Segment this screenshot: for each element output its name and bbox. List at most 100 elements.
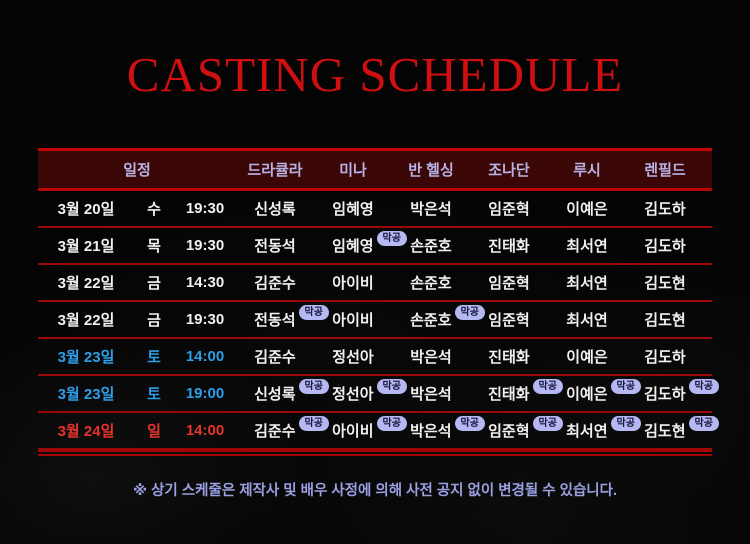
cell-cast-name: 김준수 막공	[236, 416, 329, 441]
cast-name: 이예은	[566, 349, 608, 366]
final-show-badge: 막공	[376, 231, 407, 246]
cell-cast-name: 정선아 막공	[314, 379, 407, 404]
table-bottom-double-line	[38, 450, 712, 456]
cast-name: 임준혁	[488, 275, 530, 292]
cell-time: 19:00	[185, 385, 225, 402]
cell-cast-name: 박은석	[392, 346, 470, 367]
cast-name: 손준호	[410, 238, 452, 255]
final-show-badge: 막공	[532, 379, 563, 394]
header-lucy: 루시	[573, 162, 601, 179]
cast-name: 최서연	[566, 312, 608, 329]
cast-name: 김도현	[644, 312, 686, 329]
cell-time: 14:00	[185, 348, 225, 365]
cast-name: 아이비	[332, 312, 374, 329]
cell-cast-name: 임준혁	[470, 272, 548, 293]
cast-name: 박은석	[410, 201, 452, 218]
cell-cast-name: 신성록 막공	[236, 379, 329, 404]
cell-cast-name: 진태화	[470, 346, 548, 367]
cast-name: 신성록	[254, 386, 296, 403]
cast-name: 최서연	[566, 275, 608, 292]
table-row: 3월 22일 금 14:30 김준수 아이비 손준호 임준혁 최서연 김도현	[38, 265, 712, 302]
cast-name: 김도현	[644, 423, 686, 440]
cell-time: 19:30	[185, 237, 225, 254]
final-show-badge: 막공	[454, 305, 485, 320]
cell-day: 목	[147, 238, 161, 255]
cell-cast-name: 손준호	[392, 235, 470, 256]
cast-name: 신성록	[254, 201, 296, 218]
cell-day: 일	[147, 423, 161, 440]
cell-cast-name: 전동석	[236, 235, 314, 256]
cell-cast-name: 박은석	[392, 383, 470, 404]
cell-date: 3월 23일	[57, 349, 115, 366]
cell-cast-name: 이예은	[548, 346, 626, 367]
cast-name: 임준혁	[488, 312, 530, 329]
cast-name: 김준수	[254, 349, 296, 366]
cell-cast-name: 정선아	[314, 346, 392, 367]
cell-cast-name: 최서연	[548, 309, 626, 330]
cast-name: 김도하	[644, 386, 686, 403]
cell-cast-name: 박은석 막공	[392, 416, 485, 441]
cast-name: 전동석	[254, 312, 296, 329]
cast-name: 손준호	[410, 275, 452, 292]
table-row: 3월 22일 금 19:30 전동석 막공 아이비 손준호 막공 임준혁 최서연 김도현	[38, 302, 712, 339]
cast-name: 전동석	[254, 238, 296, 255]
cell-date: 3월 22일	[57, 312, 115, 329]
cell-cast-name: 임혜영	[314, 198, 392, 219]
final-show-badge: 막공	[688, 416, 719, 431]
cell-date: 3월 23일	[57, 386, 115, 403]
cell-time: 19:30	[185, 311, 225, 328]
cell-date: 3월 21일	[57, 238, 115, 255]
cell-day: 금	[147, 275, 161, 292]
cell-cast-name: 이예은 막공	[548, 379, 641, 404]
cell-day: 토	[147, 386, 161, 403]
page-title: CASTING SCHEDULE	[126, 47, 624, 102]
cell-cast-name: 김도현	[626, 272, 704, 293]
table-row: 3월 23일 토 14:00 김준수 정선아 박은석 진태화 이예은 김도하	[38, 339, 712, 376]
header-mina: 미나	[339, 162, 367, 179]
cast-name: 김준수	[254, 275, 296, 292]
table-row: 3월 21일 목 19:30 전동석 임혜영 막공 손준호 진태화 최서연 김도하	[38, 228, 712, 265]
cell-cast-name: 진태화	[470, 235, 548, 256]
cast-name: 김준수	[254, 423, 296, 440]
cell-cast-name: 최서연	[548, 272, 626, 293]
cast-name: 최서연	[566, 423, 608, 440]
cell-cast-name: 임준혁 막공	[470, 416, 563, 441]
final-show-badge: 막공	[688, 379, 719, 394]
cell-cast-name: 임준혁	[470, 198, 548, 219]
cell-cast-name: 김준수	[236, 346, 314, 367]
cell-cast-name: 전동석 막공	[236, 305, 329, 330]
table-row: 3월 20일 수 19:30 신성록 임혜영 박은석 임준혁 이예은 김도하	[38, 191, 712, 228]
cast-name: 아이비	[332, 275, 374, 292]
cell-cast-name: 아이비	[314, 309, 392, 330]
cell-day: 금	[147, 312, 161, 329]
final-show-badge: 막공	[376, 379, 407, 394]
cast-name: 아이비	[332, 423, 374, 440]
cast-name: 임혜영	[332, 201, 374, 218]
cast-name: 박은석	[410, 386, 452, 403]
cell-cast-name: 박은석	[392, 198, 470, 219]
cell-cast-name: 신성록	[236, 198, 314, 219]
cast-name: 김도하	[644, 349, 686, 366]
cell-day: 수	[147, 201, 161, 218]
cast-name: 김도하	[644, 201, 686, 218]
header-dracula: 드라큘라	[247, 162, 303, 179]
cell-cast-name: 아이비 막공	[314, 416, 407, 441]
cast-name: 김도현	[644, 275, 686, 292]
cell-cast-name: 최서연	[548, 235, 626, 256]
header-van-helsing: 반 헬싱	[408, 162, 454, 179]
cast-name: 정선아	[332, 349, 374, 366]
cast-name: 이예은	[566, 386, 608, 403]
final-show-badge: 막공	[376, 416, 407, 431]
table-header-row: 일정 드라큘라 미나 반 헬싱 조나단 루시 렌필드	[38, 148, 712, 191]
cell-time: 14:00	[185, 422, 225, 439]
cast-name: 손준호	[410, 312, 452, 329]
cell-date: 3월 22일	[57, 275, 115, 292]
cell-cast-name: 이예은	[548, 198, 626, 219]
cell-cast-name: 최서연 막공	[548, 416, 641, 441]
final-show-badge: 막공	[298, 305, 329, 320]
final-show-badge: 막공	[454, 416, 485, 431]
cast-name: 최서연	[566, 238, 608, 255]
cell-cast-name: 김도하	[626, 198, 704, 219]
cast-name: 정선아	[332, 386, 374, 403]
cast-name: 임혜영	[332, 238, 374, 255]
